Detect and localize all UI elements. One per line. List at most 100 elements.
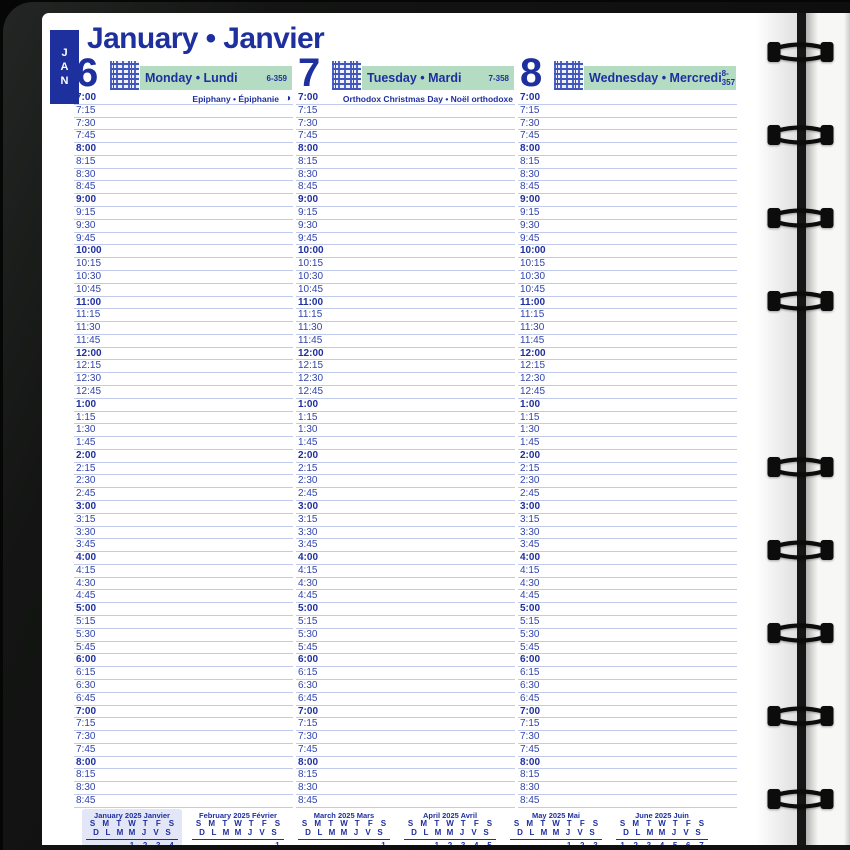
- time-slot-row[interactable]: 3:15: [296, 514, 515, 527]
- time-slot-row[interactable]: 3:00: [74, 501, 293, 514]
- time-slot-row[interactable]: 4:30: [74, 578, 293, 591]
- time-slot-row[interactable]: 9:00: [74, 194, 293, 208]
- time-slot-row[interactable]: 11:30: [296, 322, 515, 335]
- time-slot-row[interactable]: 6:00: [518, 654, 737, 668]
- time-slot-row[interactable]: 5:00: [518, 603, 737, 617]
- time-slot-row[interactable]: 10:00: [74, 245, 293, 259]
- time-slot-row[interactable]: 3:15: [74, 514, 293, 527]
- time-slot-row[interactable]: 10:15: [296, 258, 515, 271]
- time-slot-row[interactable]: 9:15: [296, 207, 515, 220]
- time-slot-row[interactable]: 3:45: [296, 539, 515, 553]
- time-slot-row[interactable]: 12:15: [74, 360, 293, 374]
- time-slot-row[interactable]: 10:15: [74, 258, 293, 271]
- time-slot-row[interactable]: 5:00: [296, 603, 515, 617]
- time-slot-row[interactable]: 4:00: [74, 552, 293, 565]
- time-slot-row[interactable]: 5:15: [74, 616, 293, 629]
- time-slot-row[interactable]: 9:30: [296, 220, 515, 233]
- time-slot-row[interactable]: 12:15: [296, 360, 515, 374]
- time-slot-row[interactable]: 10:30: [74, 271, 293, 284]
- time-slot-row[interactable]: 2:15: [74, 463, 293, 476]
- time-slot-row[interactable]: 6:30: [518, 680, 737, 693]
- time-slot-row[interactable]: 12:30: [518, 373, 737, 386]
- time-slot-row[interactable]: 8:30: [74, 169, 293, 182]
- time-slot-row[interactable]: 1:45: [296, 437, 515, 450]
- time-slot-row[interactable]: 6:15: [74, 667, 293, 680]
- time-slot-row[interactable]: 5:15: [518, 616, 737, 629]
- time-slot-row[interactable]: 11:30: [518, 322, 737, 335]
- time-slot-row[interactable]: 8:45: [74, 181, 293, 195]
- time-slot-row[interactable]: 12:30: [296, 373, 515, 386]
- time-slot-row[interactable]: 8:45: [74, 795, 293, 808]
- time-slot-row[interactable]: 9:00: [518, 194, 737, 208]
- time-slot-row[interactable]: 5:30: [518, 629, 737, 642]
- time-slot-row[interactable]: 3:45: [518, 539, 737, 553]
- time-slot-row[interactable]: 7:15: [296, 105, 515, 118]
- time-slot-row[interactable]: 8:00: [74, 143, 293, 156]
- time-slot-row[interactable]: 11:45: [518, 335, 737, 348]
- time-slot-row[interactable]: 8:00: [296, 143, 515, 156]
- time-slot-row[interactable]: 4:45: [296, 590, 515, 604]
- mini-calendar-2[interactable]: February 2025 FévrierSMTWTFSDLMMJVS1: [188, 809, 288, 845]
- time-slot-row[interactable]: 10:45: [74, 284, 293, 297]
- time-slot-row[interactable]: 11:00: [296, 297, 515, 310]
- time-slot-row[interactable]: 7:00 Epiphany • Épiphanie ◑: [74, 92, 293, 105]
- time-slot-row[interactable]: 8:30: [518, 169, 737, 182]
- time-slot-row[interactable]: 6:45: [518, 693, 737, 706]
- time-slot-row[interactable]: 5:45: [518, 642, 737, 655]
- time-slot-row[interactable]: 8:45: [296, 181, 515, 195]
- time-slot-row[interactable]: 12:00: [518, 348, 737, 361]
- time-slot-row[interactable]: 4:15: [296, 565, 515, 578]
- time-slot-row[interactable]: 4:15: [518, 565, 737, 578]
- time-slot-row[interactable]: 4:30: [518, 578, 737, 591]
- time-slot-row[interactable]: 7:15: [296, 718, 515, 732]
- time-slot-row[interactable]: 4:45: [518, 590, 737, 604]
- time-slot-row[interactable]: 2:45: [518, 488, 737, 501]
- time-slot-row[interactable]: 1:15: [518, 412, 737, 425]
- time-slot-row[interactable]: 6:30: [296, 680, 515, 693]
- time-slot-row[interactable]: 10:45: [518, 284, 737, 297]
- time-slot-row[interactable]: 1:30: [296, 424, 515, 438]
- time-slot-row[interactable]: 5:15: [296, 616, 515, 629]
- time-slot-row[interactable]: 8:45: [518, 181, 737, 195]
- time-slot-row[interactable]: 2:45: [74, 488, 293, 501]
- time-slot-row[interactable]: 11:30: [74, 322, 293, 335]
- time-slot-row[interactable]: 11:00: [74, 297, 293, 310]
- mini-calendar-6[interactable]: June 2025 JuinSMTWTFSDLMMJVS1234567: [612, 809, 712, 845]
- time-slot-row[interactable]: 6:30: [74, 680, 293, 693]
- time-slot-row[interactable]: 8:00: [518, 143, 737, 156]
- time-slot-row[interactable]: 4:15: [74, 565, 293, 578]
- time-slot-row[interactable]: 7:00: [518, 92, 737, 105]
- time-slot-row[interactable]: 4:00: [296, 552, 515, 565]
- time-slot-row[interactable]: 8:15: [518, 156, 737, 169]
- time-slot-row[interactable]: 4:45: [74, 590, 293, 604]
- time-slot-row[interactable]: 2:45: [296, 488, 515, 501]
- time-slot-row[interactable]: 8:15: [518, 769, 737, 783]
- time-slot-row[interactable]: 7:45: [74, 744, 293, 757]
- time-slot-row[interactable]: 11:15: [296, 309, 515, 323]
- time-slot-row[interactable]: 2:00: [518, 450, 737, 463]
- time-slot-row[interactable]: 7:15: [74, 105, 293, 118]
- time-slot-row[interactable]: 12:00: [296, 348, 515, 361]
- time-slot-row[interactable]: 11:15: [74, 309, 293, 323]
- time-slot-row[interactable]: 7:30: [518, 731, 737, 744]
- time-slot-row[interactable]: 8:00: [296, 757, 515, 770]
- time-slot-row[interactable]: 5:45: [74, 642, 293, 655]
- time-slot-row[interactable]: 2:00: [296, 450, 515, 463]
- time-slot-row[interactable]: 2:30: [296, 475, 515, 489]
- time-slot-row[interactable]: 10:30: [296, 271, 515, 284]
- time-slot-row[interactable]: 10:30: [518, 271, 737, 284]
- time-slot-row[interactable]: 3:30: [296, 527, 515, 540]
- time-slot-row[interactable]: 7:30: [74, 731, 293, 744]
- time-slot-row[interactable]: 9:30: [518, 220, 737, 233]
- time-slot-row[interactable]: 8:45: [518, 795, 737, 808]
- time-slot-row[interactable]: 12:45: [296, 386, 515, 399]
- time-slot-row[interactable]: 11:45: [74, 335, 293, 348]
- time-slot-row[interactable]: 3:15: [518, 514, 737, 527]
- time-slot-row[interactable]: 8:30: [296, 169, 515, 182]
- time-slot-row[interactable]: 7:45: [518, 130, 737, 144]
- time-slot-row[interactable]: 8:15: [296, 769, 515, 783]
- time-slot-row[interactable]: 1:15: [296, 412, 515, 425]
- time-slot-row[interactable]: 1:15: [74, 412, 293, 425]
- time-slot-row[interactable]: 8:30: [74, 782, 293, 795]
- time-slot-row[interactable]: 5:00: [74, 603, 293, 617]
